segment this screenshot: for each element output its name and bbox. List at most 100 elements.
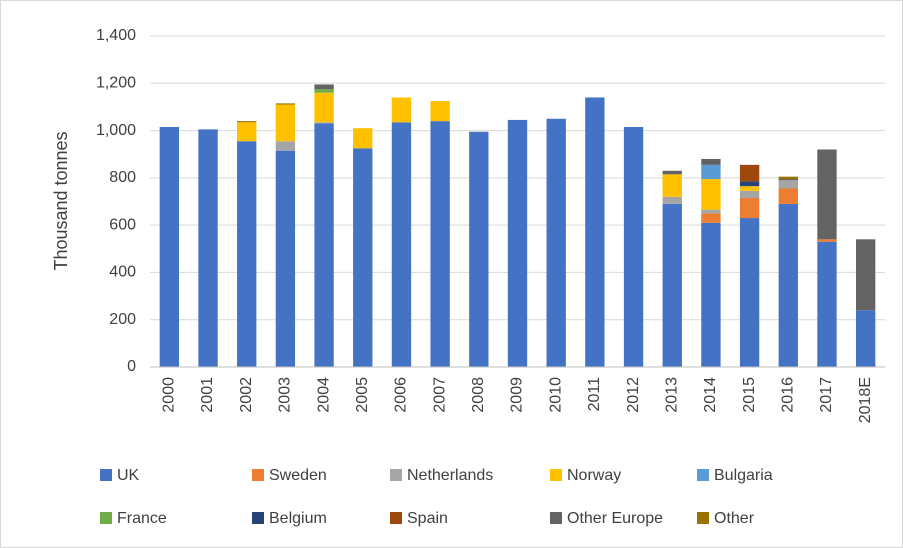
x-tick-label: 2000 (161, 377, 178, 413)
bar-segment (237, 121, 257, 123)
bar-segment (469, 131, 489, 367)
y-tick-label: 200 (109, 311, 136, 328)
bar-segment (353, 148, 373, 367)
bar-segment (507, 119, 528, 367)
bar-segment (275, 150, 296, 367)
x-tick-label: 2010 (547, 377, 564, 413)
legend-label: Other Europe (567, 510, 663, 527)
bar-segment (275, 104, 296, 142)
legend-swatch (100, 469, 112, 481)
x-tick-label: 2008 (470, 377, 487, 413)
x-tick-label: 2009 (509, 377, 526, 413)
legend-swatch (550, 469, 562, 481)
bar-segment (314, 84, 334, 90)
bar-segment (275, 103, 296, 105)
x-tick-label: 2007 (431, 377, 448, 413)
bar-segment (237, 122, 257, 142)
bar-segment (778, 176, 798, 180)
legend-swatch (252, 469, 264, 481)
bar-segment (430, 121, 450, 367)
bar-segment (662, 170, 682, 175)
bar-segment (314, 123, 334, 367)
bar-segment (739, 190, 760, 198)
y-axis-label: Thousand tonnes (51, 131, 71, 270)
legend-swatch (100, 512, 112, 524)
y-tick-label: 400 (109, 264, 136, 281)
legend-label: Sweden (269, 467, 327, 484)
legend-label: France (117, 510, 167, 527)
bar-segment (314, 92, 334, 123)
x-tick-label: 2001 (199, 377, 216, 413)
legend-label: Other (714, 510, 755, 527)
x-tick-label: 2016 (780, 377, 797, 413)
bar-segment (739, 164, 760, 182)
x-tick-label: 2002 (238, 377, 255, 413)
bar-segment (855, 239, 876, 311)
bar-segment (623, 127, 644, 368)
y-tick-label: 1,200 (96, 75, 136, 92)
bar-segment (701, 164, 721, 180)
bar-segment (585, 97, 605, 367)
bar-segment (778, 188, 798, 204)
bar-segment (739, 181, 760, 187)
bar-segment (701, 209, 721, 214)
bar-segment (430, 101, 450, 122)
bar-segment (817, 149, 837, 240)
x-tick-label: 2004 (315, 377, 332, 413)
bar-segment (275, 141, 296, 151)
legend-swatch (550, 512, 562, 524)
bar-segment (778, 180, 798, 189)
bar-segment (739, 186, 760, 191)
bar-segment (701, 222, 721, 367)
bar-segment (314, 89, 334, 93)
y-tick-label: 600 (109, 216, 136, 233)
bar-segment (701, 213, 721, 223)
bar-segment (701, 179, 721, 210)
bar-segment (817, 239, 837, 242)
legend-swatch (697, 512, 709, 524)
legend-swatch (390, 512, 402, 524)
bar-segment (701, 158, 721, 165)
bar-segment (855, 310, 876, 367)
x-tick-label: 2011 (586, 377, 603, 412)
bar-segment (159, 127, 180, 368)
legend-label: Netherlands (407, 467, 493, 484)
y-tick-label: 1,000 (96, 122, 136, 139)
legend-swatch (390, 469, 402, 481)
bar-segment (662, 196, 682, 204)
bar-segment (739, 197, 760, 219)
x-tick-label: 2018E (857, 377, 874, 423)
bar-segment (662, 203, 682, 367)
legend-label: Belgium (269, 510, 327, 527)
bar-segment (778, 203, 798, 367)
bar-segment (817, 241, 837, 367)
bar-segment (198, 129, 218, 367)
x-tick-label: 2005 (354, 377, 371, 413)
legend-label: Spain (407, 510, 448, 527)
bar-segment (778, 179, 798, 181)
legend-swatch (252, 512, 264, 524)
y-tick-label: 1,400 (96, 27, 136, 44)
y-tick-label: 0 (127, 358, 136, 375)
bar-segment (546, 118, 566, 367)
legend-label: Bulgaria (714, 467, 773, 484)
legend-label: Norway (567, 467, 621, 484)
bar-segment (662, 174, 682, 197)
x-tick-label: 2006 (393, 377, 410, 413)
x-tick-label: 2012 (625, 377, 642, 413)
bar-segment (391, 122, 412, 368)
x-tick-label: 2015 (741, 377, 758, 413)
bar-segment (739, 218, 760, 367)
bar-segment (314, 122, 334, 124)
legend-label: UK (117, 467, 140, 484)
x-tick-label: 2013 (663, 377, 680, 413)
bar-segment (391, 97, 412, 123)
y-tick-label: 800 (109, 169, 136, 186)
bar-segment (353, 128, 373, 149)
x-tick-label: 2017 (818, 377, 835, 413)
x-tick-label: 2014 (702, 377, 719, 413)
bar-segment (237, 141, 257, 367)
x-tick-label: 2003 (277, 377, 294, 413)
legend-swatch (697, 469, 709, 481)
